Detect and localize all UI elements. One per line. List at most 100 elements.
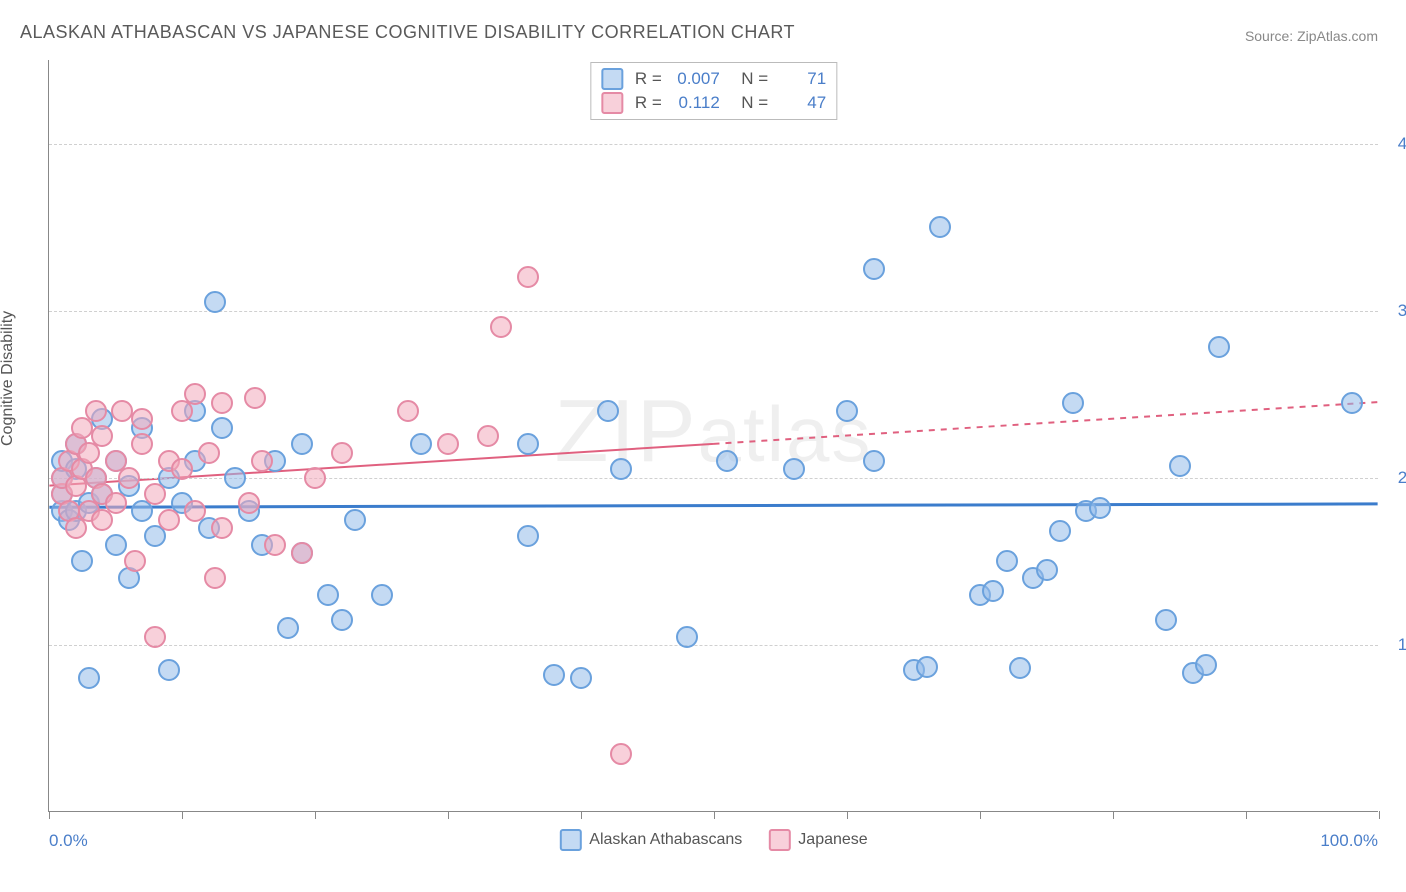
scatter-point-series-0 xyxy=(344,509,366,531)
scatter-plot-area: ZIPatlas R = 0.007 N = 71 R = 0.112 N = … xyxy=(48,60,1378,812)
correlation-stats-box: R = 0.007 N = 71 R = 0.112 N = 47 xyxy=(590,62,837,120)
scatter-point-series-1 xyxy=(238,492,260,514)
legend-label-0: Alaskan Athabascans xyxy=(589,831,742,849)
gridline-h xyxy=(49,144,1378,145)
scatter-point-series-0 xyxy=(1169,455,1191,477)
x-tick xyxy=(315,811,316,819)
r-label: R = xyxy=(635,93,662,113)
scatter-point-series-0 xyxy=(929,216,951,238)
scatter-point-series-0 xyxy=(211,417,233,439)
y-tick-label: 20.0% xyxy=(1398,468,1406,488)
scatter-point-series-0 xyxy=(570,667,592,689)
scatter-point-series-0 xyxy=(1036,559,1058,581)
y-tick-label: 30.0% xyxy=(1398,301,1406,321)
x-tick xyxy=(581,811,582,819)
scatter-point-series-1 xyxy=(118,467,140,489)
scatter-point-series-0 xyxy=(1341,392,1363,414)
n-label: N = xyxy=(732,69,768,89)
legend-swatch-0 xyxy=(559,829,581,851)
scatter-point-series-1 xyxy=(397,400,419,422)
chart-title: ALASKAN ATHABASCAN VS JAPANESE COGNITIVE… xyxy=(20,22,795,43)
scatter-point-series-1 xyxy=(204,567,226,589)
scatter-point-series-0 xyxy=(1195,654,1217,676)
scatter-point-series-1 xyxy=(244,387,266,409)
scatter-point-series-1 xyxy=(211,517,233,539)
scatter-point-series-0 xyxy=(517,525,539,547)
legend-item-1: Japanese xyxy=(768,829,867,851)
scatter-point-series-0 xyxy=(863,258,885,280)
scatter-point-series-0 xyxy=(517,433,539,455)
scatter-point-series-0 xyxy=(716,450,738,472)
x-tick xyxy=(1246,811,1247,819)
scatter-point-series-1 xyxy=(477,425,499,447)
scatter-point-series-1 xyxy=(610,743,632,765)
x-axis-min-label: 0.0% xyxy=(49,831,88,851)
scatter-point-series-0 xyxy=(291,433,313,455)
legend-label-1: Japanese xyxy=(798,831,867,849)
n-value-1: 47 xyxy=(776,93,826,113)
scatter-point-series-0 xyxy=(1089,497,1111,519)
scatter-point-series-0 xyxy=(610,458,632,480)
scatter-point-series-0 xyxy=(105,534,127,556)
scatter-point-series-0 xyxy=(317,584,339,606)
scatter-point-series-0 xyxy=(204,291,226,313)
x-axis-max-label: 100.0% xyxy=(1320,831,1378,851)
scatter-point-series-0 xyxy=(597,400,619,422)
scatter-point-series-1 xyxy=(158,509,180,531)
y-axis-title: Cognitive Disability xyxy=(0,311,17,446)
y-tick-label: 40.0% xyxy=(1398,134,1406,154)
r-label: R = xyxy=(635,69,662,89)
scatter-point-series-0 xyxy=(1009,657,1031,679)
scatter-point-series-1 xyxy=(144,626,166,648)
gridline-h xyxy=(49,645,1378,646)
scatter-point-series-0 xyxy=(1062,392,1084,414)
gridline-h xyxy=(49,311,1378,312)
scatter-point-series-0 xyxy=(836,400,858,422)
trend-lines-layer xyxy=(49,60,1378,811)
scatter-point-series-1 xyxy=(198,442,220,464)
scatter-point-series-1 xyxy=(184,383,206,405)
scatter-point-series-1 xyxy=(85,400,107,422)
source-credit: Source: ZipAtlas.com xyxy=(1245,28,1378,44)
scatter-point-series-0 xyxy=(543,664,565,686)
scatter-point-series-1 xyxy=(144,483,166,505)
x-tick xyxy=(980,811,981,819)
x-tick xyxy=(49,811,50,819)
x-tick xyxy=(448,811,449,819)
scatter-point-series-1 xyxy=(105,492,127,514)
scatter-point-series-1 xyxy=(291,542,313,564)
scatter-point-series-0 xyxy=(277,617,299,639)
scatter-point-series-0 xyxy=(158,659,180,681)
r-value-1: 0.112 xyxy=(670,93,720,113)
scatter-point-series-0 xyxy=(71,550,93,572)
scatter-point-series-0 xyxy=(78,667,100,689)
watermark-text: ZIPatlas xyxy=(555,379,873,481)
legend-swatch-1 xyxy=(768,829,790,851)
scatter-point-series-0 xyxy=(982,580,1004,602)
r-value-0: 0.007 xyxy=(670,69,720,89)
n-value-0: 71 xyxy=(776,69,826,89)
scatter-point-series-0 xyxy=(331,609,353,631)
scatter-point-series-1 xyxy=(184,500,206,522)
scatter-point-series-1 xyxy=(490,316,512,338)
scatter-point-series-1 xyxy=(211,392,233,414)
scatter-point-series-1 xyxy=(91,425,113,447)
scatter-point-series-1 xyxy=(111,400,133,422)
scatter-point-series-1 xyxy=(131,408,153,430)
scatter-point-series-0 xyxy=(916,656,938,678)
swatch-series-1 xyxy=(601,92,623,114)
scatter-point-series-0 xyxy=(1208,336,1230,358)
x-tick xyxy=(1379,811,1380,819)
scatter-point-series-1 xyxy=(331,442,353,464)
x-tick xyxy=(847,811,848,819)
scatter-point-series-1 xyxy=(264,534,286,556)
scatter-point-series-1 xyxy=(131,433,153,455)
scatter-point-series-0 xyxy=(863,450,885,472)
legend-item-0: Alaskan Athabascans xyxy=(559,829,742,851)
stats-row-series-0: R = 0.007 N = 71 xyxy=(601,67,826,91)
swatch-series-0 xyxy=(601,68,623,90)
stats-row-series-1: R = 0.112 N = 47 xyxy=(601,91,826,115)
gridline-h xyxy=(49,478,1378,479)
scatter-point-series-0 xyxy=(1155,609,1177,631)
scatter-point-series-0 xyxy=(1049,520,1071,542)
